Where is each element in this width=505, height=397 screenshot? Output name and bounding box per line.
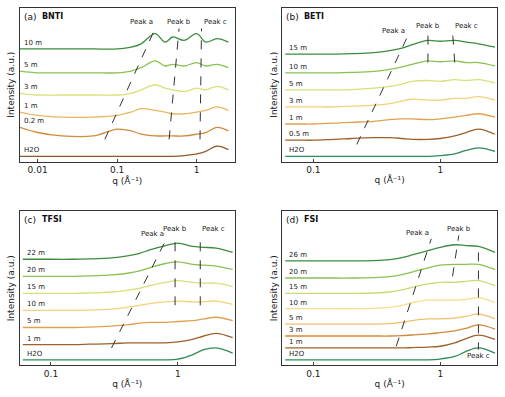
svg-text:1 m: 1 m xyxy=(289,114,303,122)
svg-text:Peak c: Peak c xyxy=(204,18,227,26)
svg-text:0.1: 0.1 xyxy=(306,369,320,379)
svg-text:0.01: 0.01 xyxy=(28,165,48,175)
svg-text:(d): (d) xyxy=(286,215,299,225)
svg-text:10 m: 10 m xyxy=(289,63,307,71)
svg-text:Peak a: Peak a xyxy=(130,18,153,26)
svg-text:5 m: 5 m xyxy=(289,80,303,88)
svg-text:0.5 m: 0.5 m xyxy=(289,130,309,138)
svg-text:10 m: 10 m xyxy=(24,39,42,47)
svg-text:H2O: H2O xyxy=(289,146,305,154)
svg-text:q (Å⁻¹): q (Å⁻¹) xyxy=(112,175,142,186)
svg-text:(b): (b) xyxy=(286,12,299,22)
svg-text:0.1: 0.1 xyxy=(44,369,58,379)
svg-text:H2O: H2O xyxy=(24,146,40,154)
svg-text:3 m: 3 m xyxy=(289,97,303,105)
svg-text:q (Å⁻¹): q (Å⁻¹) xyxy=(375,378,405,389)
svg-text:q (Å⁻¹): q (Å⁻¹) xyxy=(375,174,405,185)
svg-text:20 m: 20 m xyxy=(289,268,307,276)
svg-text:H2O: H2O xyxy=(289,350,305,358)
svg-text:Peak c: Peak c xyxy=(455,22,478,30)
svg-text:10 m: 10 m xyxy=(27,300,45,308)
svg-text:Intensity (a.u.): Intensity (a.u.) xyxy=(6,255,16,321)
svg-text:TFSI: TFSI xyxy=(42,215,62,224)
svg-text:Peak b: Peak b xyxy=(167,18,191,26)
svg-text:BETI: BETI xyxy=(304,12,324,21)
svg-text:Peak b: Peak b xyxy=(163,225,187,233)
svg-text:Peak c: Peak c xyxy=(467,352,490,360)
svg-text:15 m: 15 m xyxy=(27,283,45,291)
svg-text:0.2 m: 0.2 m xyxy=(24,117,44,125)
svg-text:3 m: 3 m xyxy=(24,83,38,91)
svg-text:BNTI: BNTI xyxy=(42,12,63,21)
svg-text:Peak a: Peak a xyxy=(141,230,164,238)
svg-text:1 m: 1 m xyxy=(27,335,41,343)
svg-text:Peak b: Peak b xyxy=(416,22,440,30)
svg-text:0.1: 0.1 xyxy=(110,165,124,175)
svg-text:5 m: 5 m xyxy=(289,314,303,322)
svg-text:1 m: 1 m xyxy=(24,102,38,110)
svg-text:Peak a: Peak a xyxy=(382,27,405,35)
svg-text:15 m: 15 m xyxy=(289,283,307,291)
svg-text:10 m: 10 m xyxy=(289,299,307,307)
svg-text:(c): (c) xyxy=(24,215,36,225)
svg-text:26 m: 26 m xyxy=(289,251,307,259)
svg-text:Intensity (a.u.): Intensity (a.u.) xyxy=(269,52,279,118)
svg-text:Intensity (a.u.): Intensity (a.u.) xyxy=(269,255,279,321)
svg-text:22 m: 22 m xyxy=(27,249,45,257)
svg-text:3 m: 3 m xyxy=(289,326,303,334)
svg-text:0.1: 0.1 xyxy=(306,165,320,175)
svg-text:q (Å⁻¹): q (Å⁻¹) xyxy=(112,378,142,389)
svg-text:1: 1 xyxy=(437,369,443,379)
svg-text:1: 1 xyxy=(175,369,181,379)
svg-text:(a): (a) xyxy=(24,12,37,22)
svg-text:1 m: 1 m xyxy=(289,338,303,346)
svg-text:5 m: 5 m xyxy=(27,317,41,325)
svg-text:H2O: H2O xyxy=(27,350,43,358)
svg-text:Peak b: Peak b xyxy=(447,225,471,233)
svg-text:1: 1 xyxy=(437,165,443,175)
svg-text:Peak c: Peak c xyxy=(202,225,225,233)
svg-text:Intensity (a.u.): Intensity (a.u.) xyxy=(6,52,16,118)
svg-text:20 m: 20 m xyxy=(27,266,45,274)
svg-text:1: 1 xyxy=(194,165,200,175)
svg-text:15 m: 15 m xyxy=(289,44,307,52)
svg-text:5 m: 5 m xyxy=(24,61,38,69)
svg-text:Peak a: Peak a xyxy=(406,229,429,237)
svg-text:FSI: FSI xyxy=(304,215,318,224)
